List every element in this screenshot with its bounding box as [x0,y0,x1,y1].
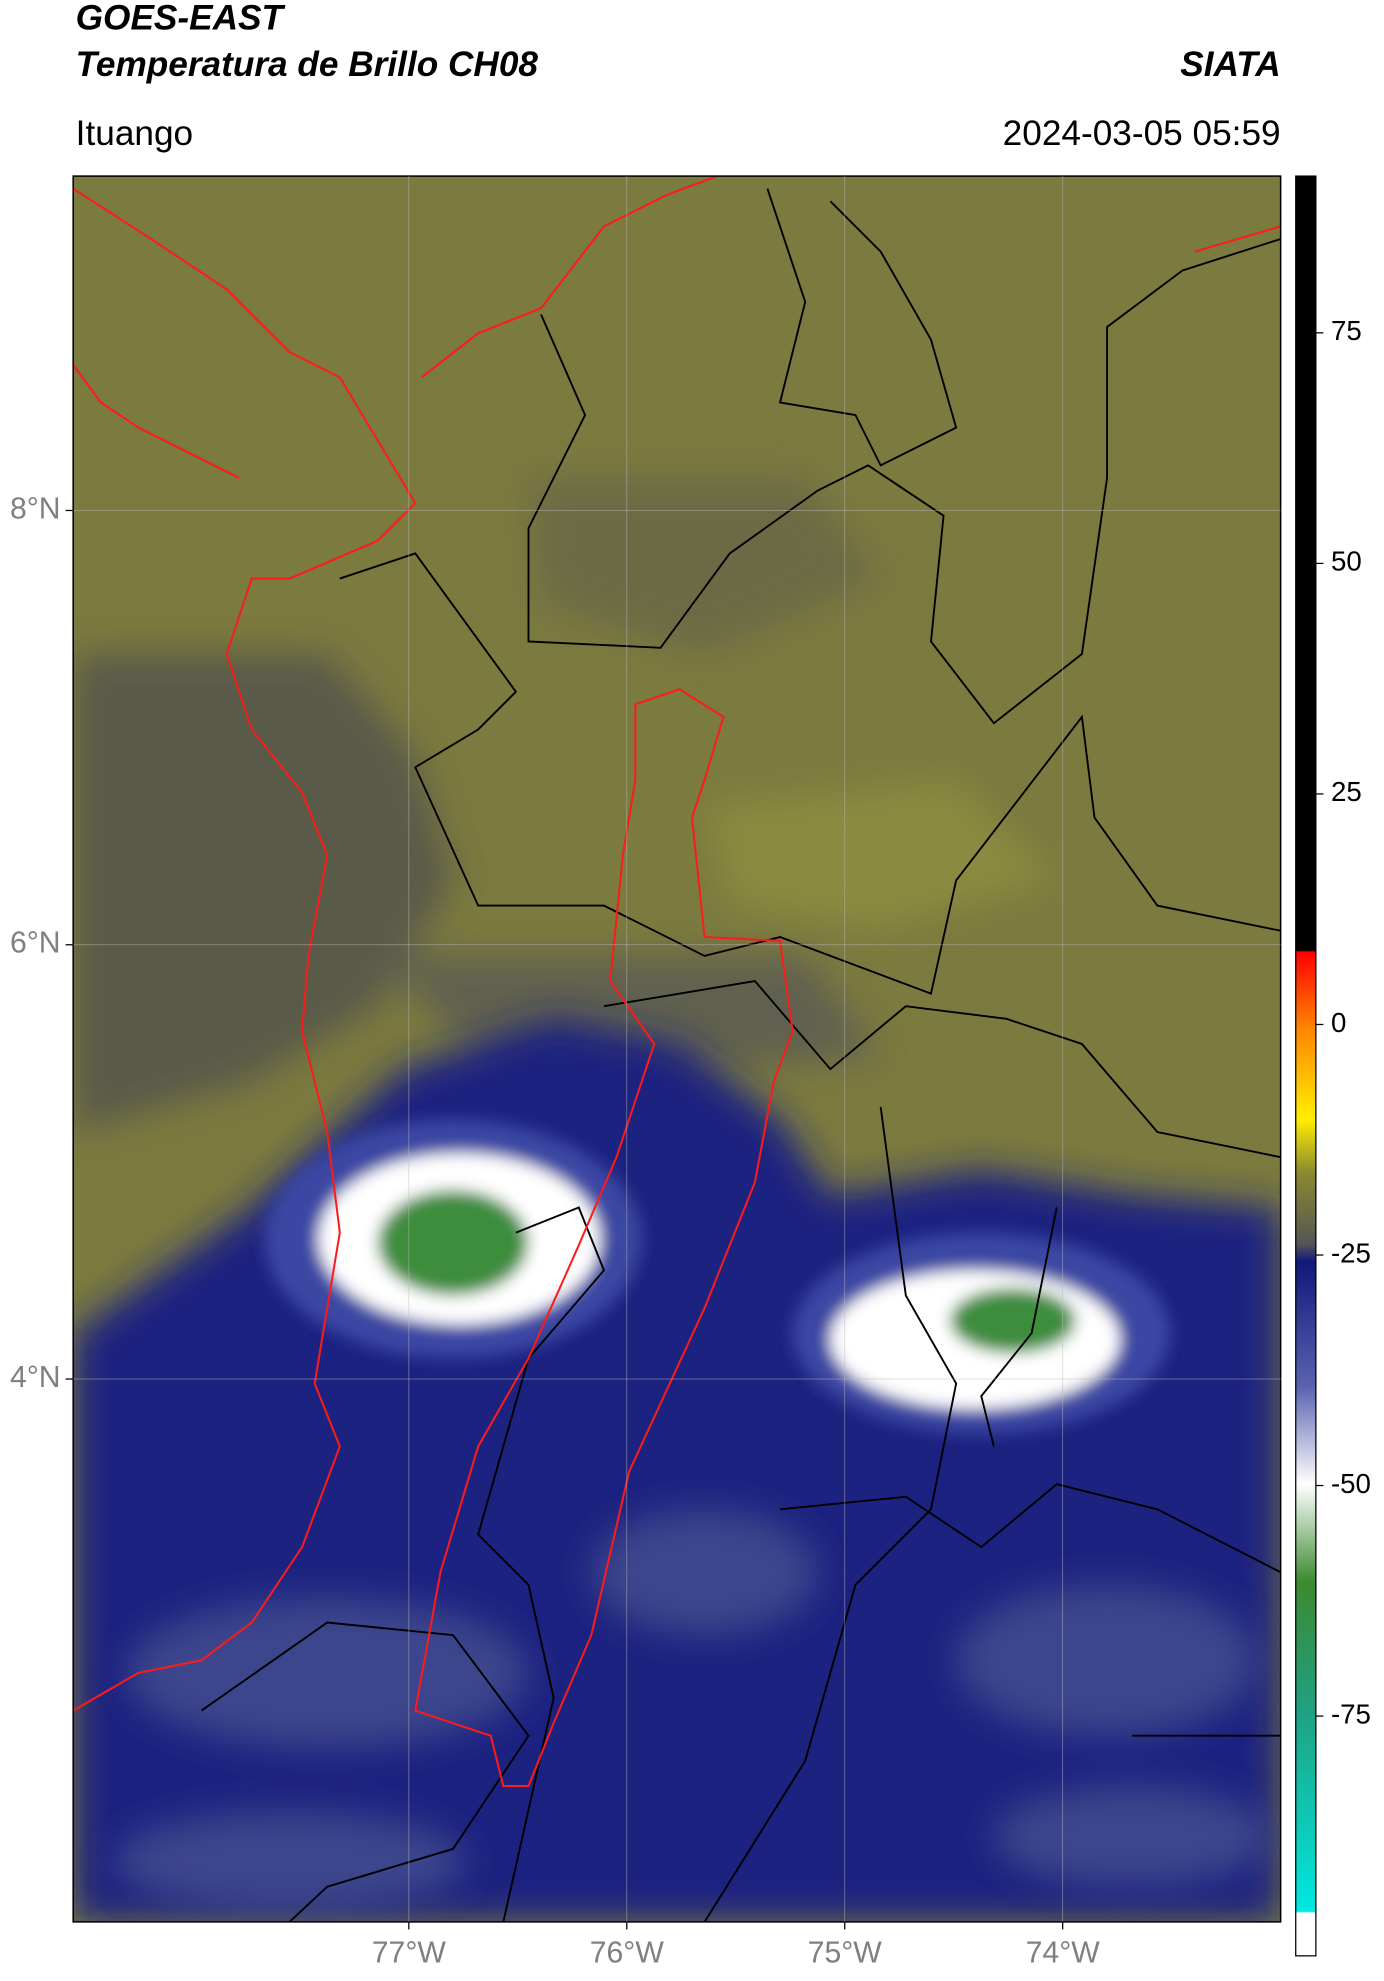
subtitle: Temperatura de Brillo CH08 [76,45,539,84]
colorbar-tick-label: 0 [1331,1007,1346,1038]
colorbar-tick-label: 75 [1331,315,1362,346]
datetime: 2024-03-05 05:59 [1003,114,1281,153]
colorbar-tick-label: 50 [1331,546,1362,577]
x-tick-label: 77°W [372,1937,447,1970]
title: GOES-EAST [76,0,286,37]
x-tick-label: 74°W [1026,1937,1101,1970]
colorbar-tick-label: 25 [1331,776,1362,807]
y-tick-label: 8°N [10,492,61,525]
colorbar-tick-label: -25 [1331,1237,1371,1268]
map-image [73,176,1281,1922]
colorbar [1295,175,1317,1957]
y-tick-label: 6°N [10,927,61,960]
colorbar-tick-label: -75 [1331,1698,1371,1729]
x-tick-label: 75°W [808,1937,883,1970]
map-frame [72,175,1282,1923]
x-tick-label: 76°W [590,1937,665,1970]
location: Ituango [76,114,193,153]
source: SIATA [1180,45,1280,84]
colorbar-tick-label: -50 [1331,1468,1371,1499]
y-tick-label: 4°N [10,1361,61,1394]
